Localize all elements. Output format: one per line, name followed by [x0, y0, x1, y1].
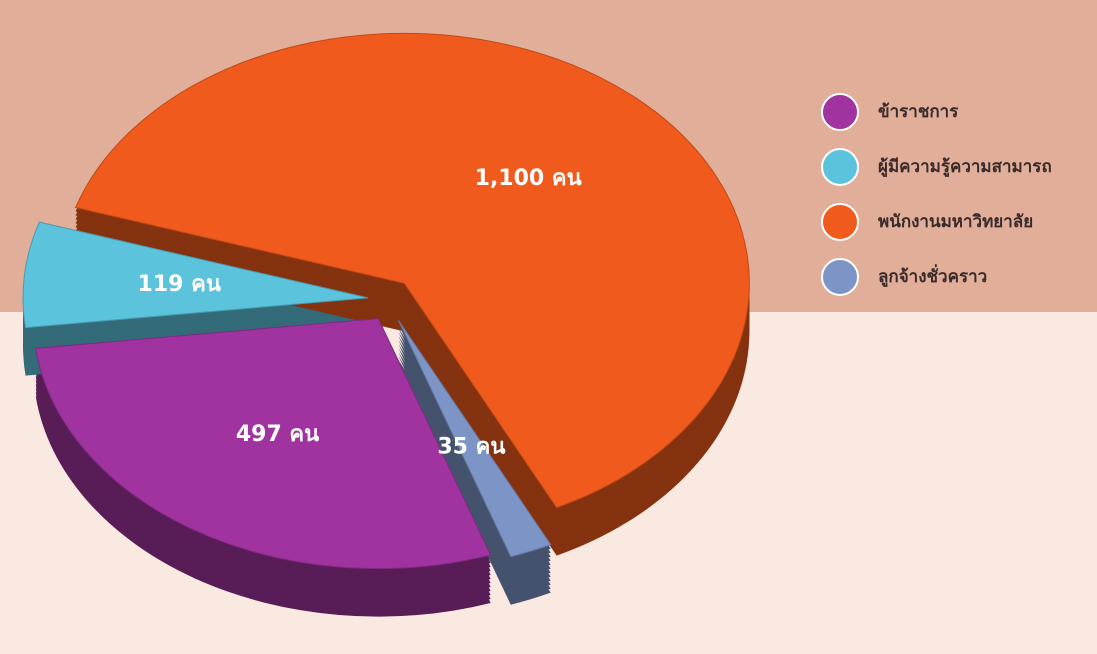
legend-label: ผู้มีความรู้ความสามารถ	[878, 156, 1052, 178]
data-label: 1,100 คน	[475, 166, 582, 191]
slice	[398, 320, 552, 558]
legend-swatch	[821, 148, 859, 186]
legend-swatch	[821, 258, 859, 296]
legend-swatch	[821, 93, 859, 131]
data-label: 35 คน	[437, 434, 505, 459]
slice	[35, 318, 492, 570]
legend-swatch	[821, 203, 859, 241]
slice	[22, 221, 369, 329]
data-label: 119 คน	[138, 272, 221, 297]
data-label: 497 คน	[236, 422, 319, 447]
legend-label: ข้าราชการ	[878, 102, 959, 122]
slice	[74, 32, 750, 509]
legend-label: ลูกจ้างชั่วคราว	[878, 264, 987, 288]
legend-label: พนักงานมหาวิทยาลัย	[878, 212, 1033, 232]
